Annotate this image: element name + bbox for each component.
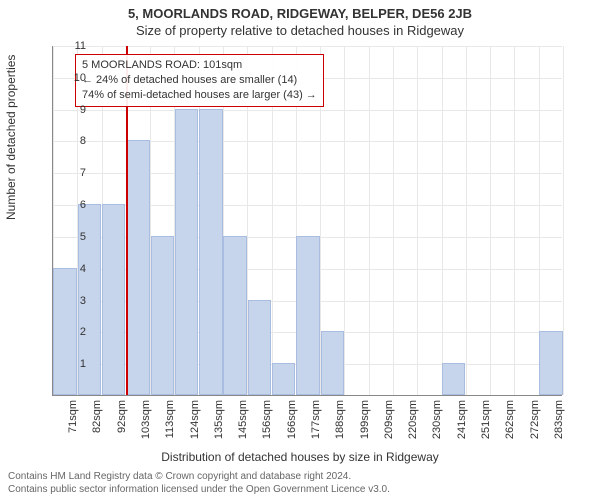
x-tick-label: 188sqm bbox=[334, 400, 346, 450]
x-tick-label: 92sqm bbox=[116, 400, 128, 450]
attribution-footer: Contains HM Land Registry data © Crown c… bbox=[8, 470, 390, 496]
x-tick-label: 103sqm bbox=[140, 400, 152, 450]
gridline-v bbox=[490, 46, 491, 395]
info-callout-box: 5 MOORLANDS ROAD: 101sqm← 24% of detache… bbox=[75, 54, 324, 107]
gridline-v bbox=[393, 46, 394, 395]
histogram-bar bbox=[248, 300, 271, 395]
gridline-v bbox=[369, 46, 370, 395]
x-tick-label: 230sqm bbox=[431, 400, 443, 450]
y-tick-label: 7 bbox=[56, 167, 86, 179]
page-title: 5, MOORLANDS ROAD, RIDGEWAY, BELPER, DE5… bbox=[0, 0, 600, 21]
info-line: ← 24% of detached houses are smaller (14… bbox=[82, 73, 317, 88]
y-tick-label: 3 bbox=[56, 295, 86, 307]
gridline-v bbox=[514, 46, 515, 395]
gridline-v bbox=[344, 46, 345, 395]
x-tick-label: 283sqm bbox=[553, 400, 565, 450]
x-tick-label: 113sqm bbox=[164, 400, 176, 450]
footer-line: Contains HM Land Registry data © Crown c… bbox=[8, 470, 390, 483]
x-tick-label: 82sqm bbox=[91, 400, 103, 450]
histogram-bar bbox=[296, 236, 319, 395]
histogram-bar bbox=[151, 236, 174, 395]
y-tick-label: 9 bbox=[56, 104, 86, 116]
histogram-bar bbox=[102, 204, 125, 395]
info-line: 74% of semi-detached houses are larger (… bbox=[82, 88, 317, 103]
y-tick-label: 10 bbox=[56, 72, 86, 84]
histogram-bar bbox=[539, 331, 562, 395]
histogram-bar bbox=[442, 363, 465, 395]
y-tick-label: 8 bbox=[56, 135, 86, 147]
y-tick-label: 4 bbox=[56, 263, 86, 275]
page-subtitle: Size of property relative to detached ho… bbox=[0, 21, 600, 38]
x-tick-label: 135sqm bbox=[213, 400, 225, 450]
x-tick-label: 272sqm bbox=[529, 400, 541, 450]
y-tick-label: 6 bbox=[56, 199, 86, 211]
histogram-bar bbox=[175, 109, 198, 395]
gridline-v bbox=[466, 46, 467, 395]
x-tick-label: 199sqm bbox=[359, 400, 371, 450]
gridline-h bbox=[53, 46, 562, 47]
gridline-v bbox=[442, 46, 443, 395]
x-tick-label: 166sqm bbox=[286, 400, 298, 450]
x-tick-label: 209sqm bbox=[383, 400, 395, 450]
x-tick-label: 177sqm bbox=[310, 400, 322, 450]
gridline-h bbox=[53, 110, 562, 111]
y-tick-label: 1 bbox=[56, 358, 86, 370]
info-line: 5 MOORLANDS ROAD: 101sqm bbox=[82, 58, 317, 73]
histogram-bar bbox=[272, 363, 295, 395]
x-tick-label: 145sqm bbox=[237, 400, 249, 450]
footer-line: Contains public sector information licen… bbox=[8, 483, 390, 496]
histogram-bar bbox=[126, 140, 149, 395]
x-tick-label: 71sqm bbox=[67, 400, 79, 450]
x-tick-label: 124sqm bbox=[189, 400, 201, 450]
x-tick-label: 156sqm bbox=[261, 400, 273, 450]
gridline-v bbox=[417, 46, 418, 395]
histogram-bar bbox=[223, 236, 246, 395]
histogram-bar bbox=[199, 109, 222, 395]
y-tick-label: 2 bbox=[56, 326, 86, 338]
y-tick-label: 5 bbox=[56, 231, 86, 243]
x-tick-label: 251sqm bbox=[480, 400, 492, 450]
histogram-bar bbox=[321, 331, 344, 395]
x-tick-label: 241sqm bbox=[456, 400, 468, 450]
x-axis-label: Distribution of detached houses by size … bbox=[0, 450, 600, 464]
histogram-chart: 5 MOORLANDS ROAD: 101sqm← 24% of detache… bbox=[52, 46, 562, 396]
gridline-v bbox=[563, 46, 564, 395]
y-axis-label: Number of detached properties bbox=[4, 55, 18, 220]
x-tick-label: 262sqm bbox=[504, 400, 516, 450]
x-tick-label: 220sqm bbox=[407, 400, 419, 450]
y-tick-label: 11 bbox=[56, 40, 86, 52]
